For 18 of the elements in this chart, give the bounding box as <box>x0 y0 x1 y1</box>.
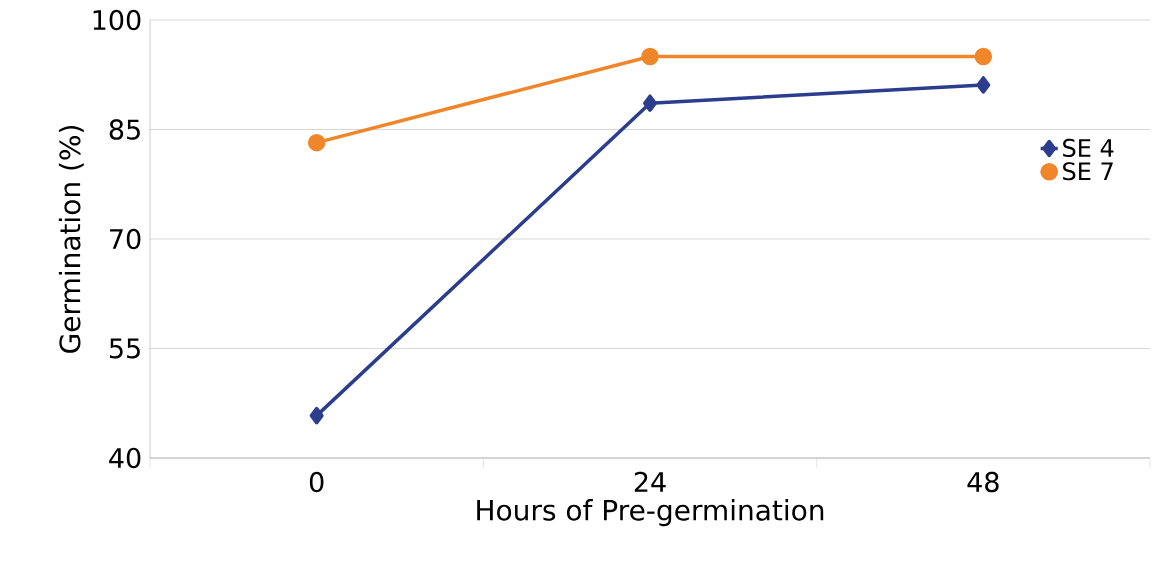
x-axis-title: Hours of Pre-germination <box>477 499 824 527</box>
point <box>643 94 657 112</box>
y-tick-label: 55 <box>109 338 140 359</box>
y-tick-label: 70 <box>110 228 141 250</box>
point <box>976 76 991 94</box>
y-tick-label: 85 <box>109 119 140 140</box>
y-axis-title: Germination (%) <box>58 125 84 353</box>
point <box>974 47 993 66</box>
legend-label: SE 4 <box>1063 138 1114 157</box>
x-tick-label: 0 <box>309 471 324 493</box>
point <box>641 47 659 66</box>
x-tick-label: 48 <box>967 471 999 493</box>
point <box>309 406 324 425</box>
y-tick-label: 100 <box>93 9 141 31</box>
x-tick-label: 24 <box>634 471 666 492</box>
point <box>307 133 326 152</box>
y-tick-label: 40 <box>109 447 141 469</box>
legend-label: SE 7 <box>1063 162 1113 181</box>
